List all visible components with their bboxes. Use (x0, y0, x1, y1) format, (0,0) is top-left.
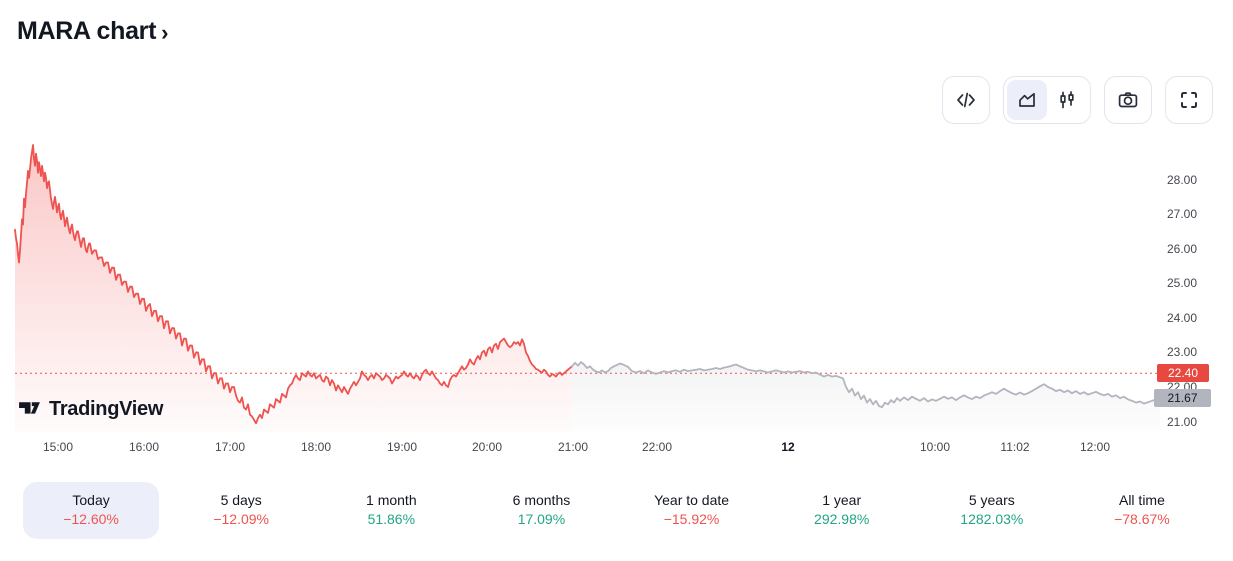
period-change: −15.92% (663, 511, 720, 527)
period-label: 1 year (822, 492, 862, 508)
extended-session-line (571, 361, 1160, 409)
chart-title-link[interactable]: MARA chart › (17, 17, 168, 46)
time-tick-label: 12 (781, 440, 795, 454)
price-tick-label: 24.00 (1167, 310, 1198, 325)
period-button-all-time[interactable]: All time −78.67% (1074, 482, 1210, 539)
period-change: −12.60% (63, 511, 119, 527)
time-tick-label: 15:00 (42, 440, 74, 454)
period-label: Year to date (654, 492, 730, 508)
area-style-button[interactable] (1007, 80, 1047, 120)
time-tick-label: 11:02 (1000, 440, 1030, 454)
candles-style-button[interactable] (1047, 80, 1087, 120)
time-tick-label: 20:00 (471, 440, 503, 454)
last-price-badge: 21.67 (1154, 389, 1211, 408)
period-label: 6 months (512, 492, 571, 508)
baseline-price-badge: 22.40 (1157, 364, 1209, 383)
time-tick-label: 22:00 (641, 440, 673, 454)
price-tick-label: 23.00 (1167, 345, 1198, 360)
period-label: 5 years (968, 492, 1015, 508)
period-button-year-to-date[interactable]: Year to date −15.92% (624, 482, 760, 539)
time-tick-label: 21:00 (557, 440, 589, 454)
period-change: 1282.03% (960, 511, 1024, 527)
regular-session-line (14, 144, 573, 425)
period-change: −12.09% (213, 511, 270, 527)
period-label: 1 month (366, 492, 417, 508)
period-button-1-month[interactable]: 1 month 51.86% (323, 482, 459, 539)
period-label: 5 days (220, 492, 262, 508)
price-tick-label: 27.00 (1167, 207, 1198, 222)
period-change: 17.09% (517, 511, 566, 527)
time-tick-label: 16:00 (128, 440, 160, 454)
tradingview-logo-link[interactable]: TradingView (17, 397, 163, 422)
chart-type-switch (1003, 76, 1091, 124)
snapshot-button[interactable] (1104, 76, 1152, 124)
area-chart-icon (1019, 92, 1035, 107)
code-button[interactable] (942, 76, 990, 124)
period-label: All time (1118, 492, 1165, 508)
time-tick-label: 12:00 (1079, 440, 1111, 454)
candlestick-icon (1060, 91, 1074, 109)
regular-session-area (15, 145, 572, 433)
price-tick-label: 28.00 (1167, 172, 1198, 187)
time-tick-label: 10:00 (919, 440, 951, 454)
price-tick-label: 25.00 (1167, 276, 1198, 291)
fullscreen-icon (1181, 92, 1197, 108)
extended-session-area (572, 362, 1160, 433)
page-title: MARA chart (17, 17, 157, 45)
period-button-6-months[interactable]: 6 months 17.09% (473, 482, 609, 539)
period-change: 51.86% (367, 511, 416, 527)
period-button-1-year[interactable]: 1 year 292.98% (774, 482, 910, 539)
fullscreen-button[interactable] (1165, 76, 1213, 124)
time-tick-label: 17:00 (214, 440, 246, 454)
period-button-5-years[interactable]: 5 years 1282.03% (924, 482, 1060, 539)
chevron-right-icon: › (161, 20, 169, 45)
price-tick-label: 26.00 (1167, 241, 1198, 256)
period-label: Today (72, 492, 110, 508)
price-tick-label: 21.00 (1167, 414, 1198, 429)
time-tick-label: 19:00 (386, 440, 418, 454)
tradingview-logo-text: TradingView (49, 398, 164, 420)
tradingview-logo-icon (19, 402, 40, 414)
period-change: −78.67% (1114, 511, 1170, 527)
period-selector: Today −12.60% 5 days −12.09% 1 month 51.86% 6 … (16, 482, 1217, 539)
time-tick-label: 18:00 (300, 440, 332, 454)
period-button-today[interactable]: Today −12.60% (23, 482, 160, 539)
code-icon (957, 92, 975, 108)
price-chart-svg[interactable] (0, 130, 1160, 433)
camera-icon (1118, 92, 1138, 108)
chart-toolbar (942, 76, 1213, 124)
period-button-5-days[interactable]: 5 days −12.09% (173, 482, 309, 539)
period-change: 292.98% (814, 511, 870, 527)
time-scale[interactable]: 15:00 16:00 17:00 18:00 19:00 20:00 21:00 22:00… (0, 440, 1165, 458)
